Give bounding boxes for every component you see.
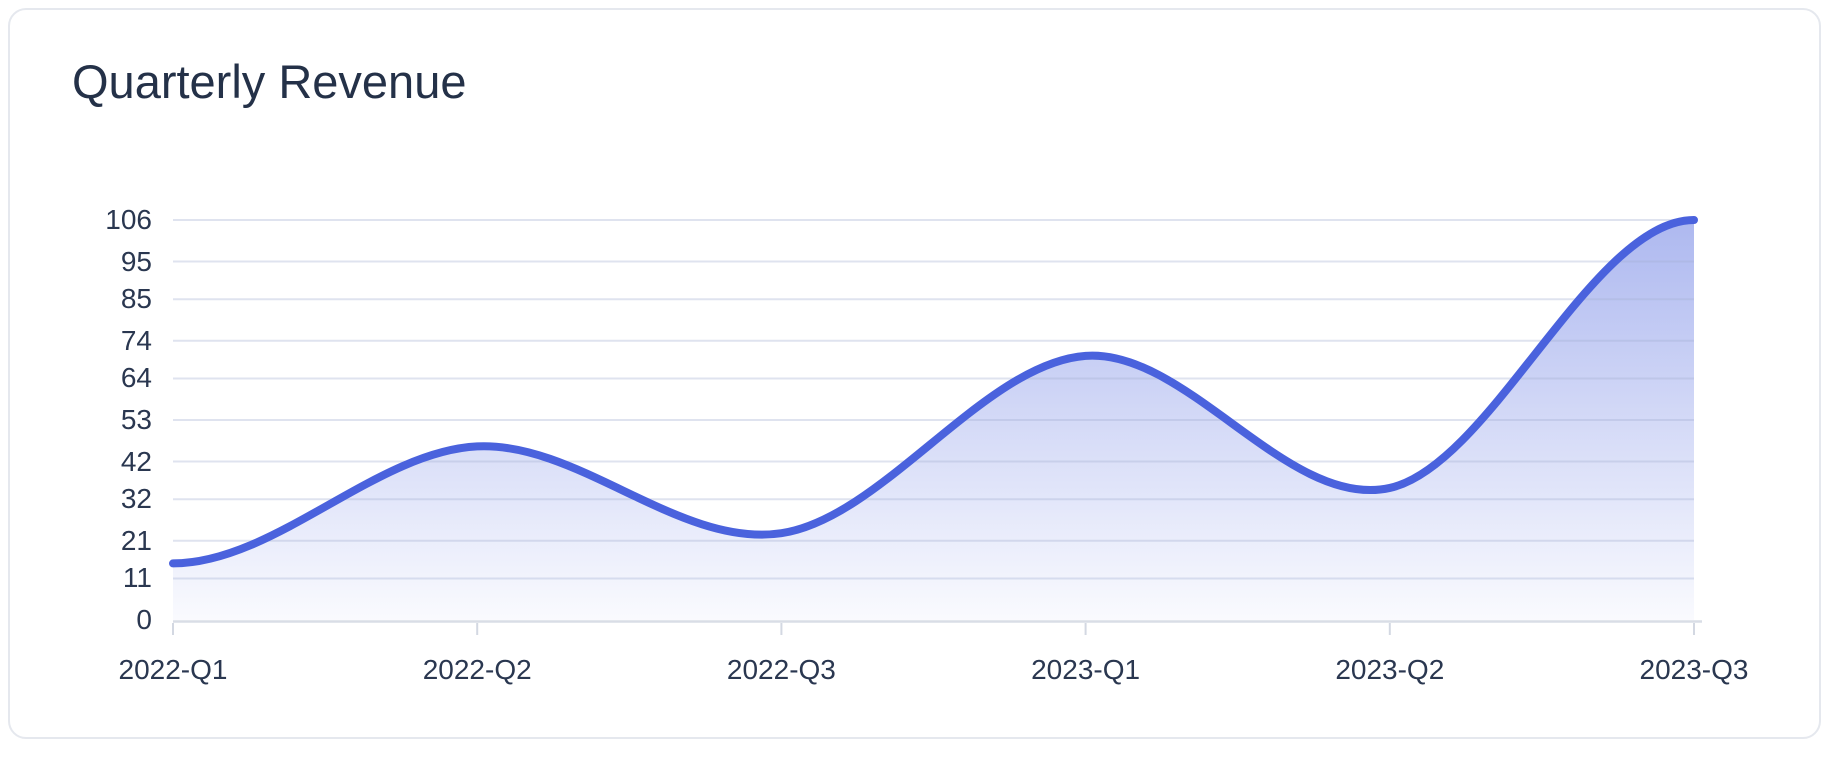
y-axis-label: 42: [120, 445, 152, 477]
y-axis-label: 32: [120, 483, 152, 515]
y-axis-label: 11: [122, 562, 152, 594]
chart-canvas: [169, 216, 1702, 635]
y-axis-label: 106: [105, 204, 152, 235]
revenue-line: [169, 216, 1698, 568]
x-axis-label: 2023-Q3: [1639, 654, 1749, 685]
revenue-chart: 106 95 85 74 64 53 42 32 21 11 0 2022-Q1 2022-Q2 202…: [10, 10, 1829, 757]
x-axis-label: 2023-Q2: [1335, 654, 1445, 685]
y-axis-label: 85: [120, 283, 152, 315]
y-axis-label: 95: [120, 245, 152, 277]
y-axis-label: 53: [120, 404, 152, 435]
y-axis-label: 64: [120, 362, 152, 394]
y-axis-label: 21: [120, 524, 152, 556]
chart-title: Quarterly Revenue: [72, 55, 467, 108]
x-axis-label: 2022-Q3: [726, 654, 836, 685]
area-fill: [173, 220, 1694, 620]
x-axis-label: 2023-Q1: [1031, 654, 1141, 685]
y-axis-label: 74: [120, 324, 152, 356]
y-axis-label: 0: [136, 604, 152, 635]
chart-card: Quarterly Revenue 106 95 85 74 64 53 42 32 21 11 0…: [8, 8, 1821, 739]
x-axis-label: 2022-Q2: [422, 654, 532, 685]
x-axis-label: 2022-Q1: [118, 654, 228, 685]
